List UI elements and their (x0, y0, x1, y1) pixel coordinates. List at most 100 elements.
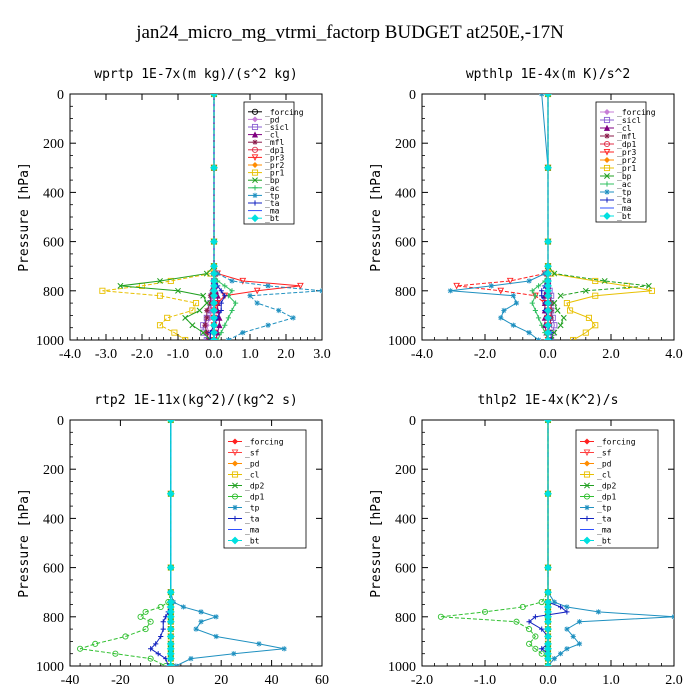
data-point (570, 633, 576, 640)
data-point (222, 293, 228, 299)
data-point (204, 330, 210, 336)
data-point (544, 588, 552, 597)
data-point (539, 94, 545, 97)
data-point (156, 322, 164, 329)
x-tick-label: 2.0 (602, 347, 620, 362)
y-tick-label: 400 (395, 512, 416, 527)
legend-label: _forcing (617, 108, 656, 117)
x-tick-label: -20 (111, 673, 130, 688)
legend-label: _ta (245, 515, 260, 524)
data-point (160, 619, 166, 625)
data-point (544, 163, 552, 172)
legend-marker (603, 124, 611, 131)
data-point (203, 300, 210, 307)
legend-label: _ac (265, 184, 280, 193)
data-point (582, 287, 589, 294)
legend-label: _tp (245, 504, 260, 513)
y-tick-label: 600 (43, 236, 64, 251)
data-point (558, 604, 564, 610)
legend-marker (604, 173, 610, 179)
data-point (182, 314, 189, 321)
y-tick-label: 400 (395, 186, 416, 201)
data-point (216, 321, 223, 329)
data-point (122, 633, 129, 640)
data-point (218, 300, 224, 306)
panel-title: wpthlp 1E-4x(m K)/s^2 (466, 67, 630, 82)
legend-label: _dp1 (265, 146, 284, 155)
panel-0: wprtp 1E-7x(m kg)/(s^2 kg) Pressure [hPa]… (17, 67, 331, 362)
legend-marker (604, 197, 610, 203)
data-point (648, 287, 655, 294)
x-tick-label: -4.0 (59, 347, 81, 362)
legend-marker (231, 438, 239, 445)
data-point (560, 314, 567, 321)
series-line-dp1 (79, 420, 172, 666)
data-point (189, 307, 196, 314)
legend-marker (583, 471, 591, 478)
data-point (276, 307, 282, 314)
legend-marker (252, 185, 258, 191)
data-point (229, 307, 235, 314)
x-tick-label: 20 (214, 673, 228, 688)
data-point (585, 314, 592, 321)
legend-marker (251, 169, 259, 176)
data-point (539, 322, 545, 328)
data-point (551, 329, 558, 336)
legend-label: _bt (245, 537, 260, 546)
legend-marker (251, 146, 259, 153)
data-point (592, 322, 599, 329)
legend-label: _pr2 (617, 156, 636, 165)
legend-marker (603, 108, 611, 116)
legend-box (575, 429, 659, 549)
y-tick-label: 200 (395, 137, 416, 152)
data-point (526, 278, 532, 284)
legend-marker (251, 123, 259, 131)
data-point (225, 315, 231, 321)
data-point (557, 322, 564, 329)
data-point (213, 614, 219, 620)
y-tick-label: 1000 (388, 660, 416, 675)
data-point (192, 300, 200, 307)
data-point (529, 288, 535, 294)
x-tick-label: 2.0 (665, 673, 683, 688)
data-point (595, 609, 601, 615)
data-point (225, 337, 231, 340)
data-point (137, 613, 144, 620)
data-point (281, 646, 287, 652)
y-tick-label: 200 (43, 137, 64, 152)
data-point (117, 282, 124, 289)
x-tick-label: -2.0 (411, 673, 433, 688)
legend-label: _dp2 (245, 482, 264, 491)
data-point (513, 300, 520, 306)
data-point (551, 270, 558, 277)
legend-label: _bp (265, 176, 280, 185)
data-point (175, 287, 181, 294)
y-axis-label: Pressure [hPa] (369, 162, 384, 272)
legend-marker (584, 504, 590, 511)
series-group (77, 420, 287, 666)
data-point (535, 337, 542, 340)
data-point (535, 283, 542, 289)
legend-marker (231, 449, 239, 457)
data-point (160, 626, 166, 632)
x-tick-label: -1.0 (474, 673, 496, 688)
legend-marker (604, 133, 610, 139)
data-point (233, 300, 239, 306)
legend-marker (251, 161, 259, 169)
panel-title: rtp2 1E-11x(kg^2)/(kg^2 s) (94, 393, 298, 408)
legend-marker (252, 139, 258, 145)
y-tick-label: 400 (43, 186, 64, 201)
data-point (539, 293, 545, 299)
data-point (213, 633, 219, 640)
legend-marker (251, 214, 259, 223)
panel-title: thlp2 1E-4x(K^2)/s (478, 393, 619, 408)
legend-marker (251, 131, 259, 138)
data-point (548, 337, 554, 340)
panel-2: rtp2 1E-11x(kg^2)/(kg^2 s) Pressure [hPa]… (17, 393, 329, 688)
legend-marker (252, 177, 258, 184)
x-tick-label: 60 (315, 673, 329, 688)
data-point (162, 662, 169, 666)
data-point (157, 603, 164, 611)
data-point (564, 626, 570, 632)
data-point (544, 563, 552, 572)
